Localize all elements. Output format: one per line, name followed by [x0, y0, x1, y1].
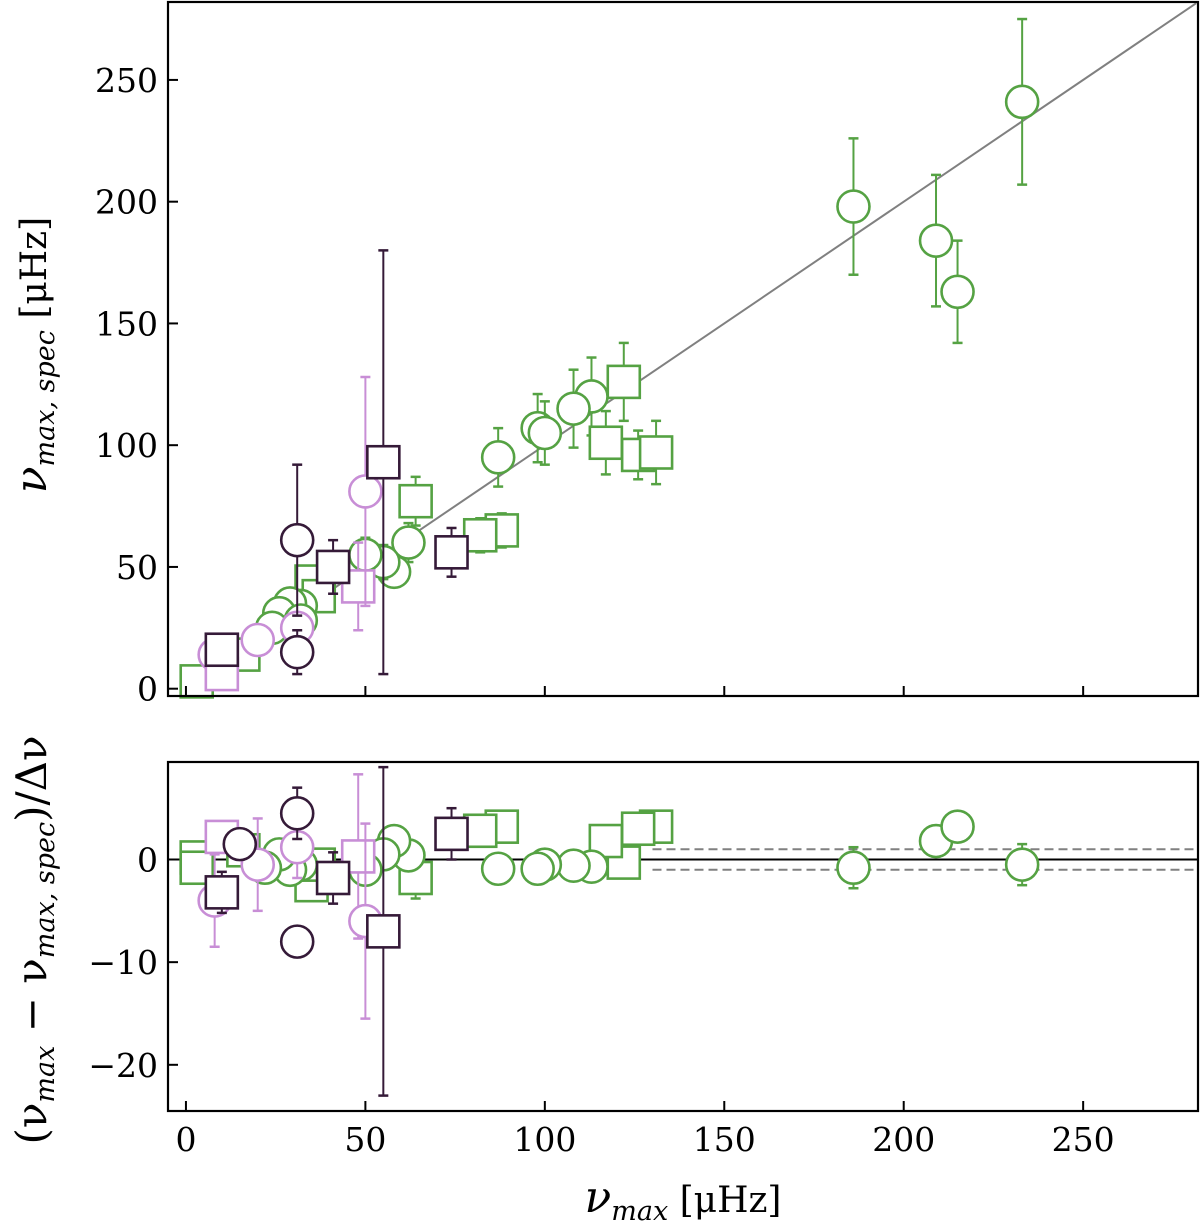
- bottom-y-tick-label-2: 0: [137, 841, 158, 880]
- bottom-circle-marker-9: [556, 848, 591, 883]
- bottom-square-marker-40: [204, 875, 240, 910]
- top-axes-frame: [166, 0, 1200, 698]
- bottom-circle-marker-36: [279, 796, 315, 831]
- bottom-y-tick-label-0: −20: [88, 1046, 158, 1085]
- bottom-square-marker-39: [434, 816, 469, 852]
- bottom-x-tick-label-3: 150: [693, 1120, 756, 1159]
- top-square-marker-11: [638, 435, 674, 470]
- bottom-x-tick-label-1: 50: [344, 1120, 386, 1159]
- top-circle-marker-1: [836, 189, 871, 224]
- top-circle-marker-3: [940, 274, 975, 310]
- bottom-square-marker-5: [620, 811, 656, 847]
- top-circle-marker-2: [918, 223, 954, 258]
- top-circle-marker-12: [480, 440, 516, 475]
- bottom-x-tick-label-5: 250: [1052, 1120, 1115, 1159]
- bottom-circle-marker-14: [480, 851, 516, 887]
- top-square-marker-15: [462, 517, 498, 553]
- top-panel: 0 50 100 150 200 250 νmax, spec [μHz]: [6, 0, 1200, 709]
- top-square-marker-37: [315, 549, 351, 585]
- bottom-x-tick-label-2: 100: [513, 1120, 576, 1159]
- top-y-axis-label: νmax, spec [μHz]: [6, 217, 61, 493]
- top-square-marker-35: [366, 444, 401, 480]
- top-axis-ticks: 0 50 100 150 200 250: [95, 61, 1085, 709]
- bottom-data-points: [168, 765, 1198, 1097]
- top-circle-marker-30: [348, 474, 383, 509]
- top-square-marker-38: [434, 535, 469, 570]
- bottom-square-marker-38: [315, 860, 351, 896]
- top-square-marker-9: [588, 425, 624, 461]
- top-circle-marker-32: [240, 622, 276, 658]
- bottom-panel: 0 50 100 150 200 250 −20 −10 0 (νmax − νmax, spe…: [7, 735, 1200, 1224]
- top-square-marker-29: [340, 569, 376, 604]
- top-circle-marker-16: [391, 525, 426, 560]
- top-square-marker-40: [204, 632, 240, 668]
- bottom-axis-ticks: 0 50 100 150 200 250 −20 −10 0: [88, 841, 1114, 1159]
- bottom-circle-marker-3: [940, 809, 975, 844]
- bottom-y-tick-label-1: −10: [88, 943, 158, 982]
- bottom-y-axis-label: (νmax − νmax, spec)/Δν: [7, 735, 61, 1144]
- top-square-marker-13: [398, 483, 433, 519]
- bottom-circle-marker-11: [520, 851, 555, 887]
- top-circle-marker-8: [527, 415, 563, 451]
- bottom-square-marker-28: [179, 850, 215, 886]
- top-circle-marker-0: [1004, 84, 1040, 120]
- top-circle-marker-6: [556, 391, 591, 426]
- bottom-square-marker-35: [366, 914, 401, 949]
- top-y-tick-label-3: 150: [95, 304, 158, 343]
- bottom-circle-marker-37: [279, 924, 315, 959]
- bottom-square-marker-13: [462, 813, 498, 849]
- top-y-tick-label-4: 200: [95, 183, 158, 222]
- top-square-marker-4: [606, 364, 642, 400]
- x-axis-label: νmax [μHz]: [585, 1172, 782, 1224]
- bottom-circle-marker-41: [222, 826, 258, 862]
- bottom-x-tick-label-4: 200: [872, 1120, 935, 1159]
- top-data-points: [179, 2, 1197, 699]
- bottom-circle-marker-0: [1004, 847, 1040, 882]
- bottom-axes-frame: [166, 760, 1200, 1113]
- bottom-circle-marker-1: [836, 850, 871, 886]
- top-y-tick-label-1: 50: [116, 548, 158, 587]
- top-y-tick-label-2: 100: [95, 426, 158, 465]
- top-y-tick-label-5: 250: [95, 61, 158, 100]
- top-circle-marker-39: [279, 634, 315, 670]
- bottom-x-tick-label-0: 0: [175, 1120, 196, 1159]
- top-circle-marker-36: [279, 522, 315, 558]
- top-y-tick-label-0: 0: [137, 670, 158, 709]
